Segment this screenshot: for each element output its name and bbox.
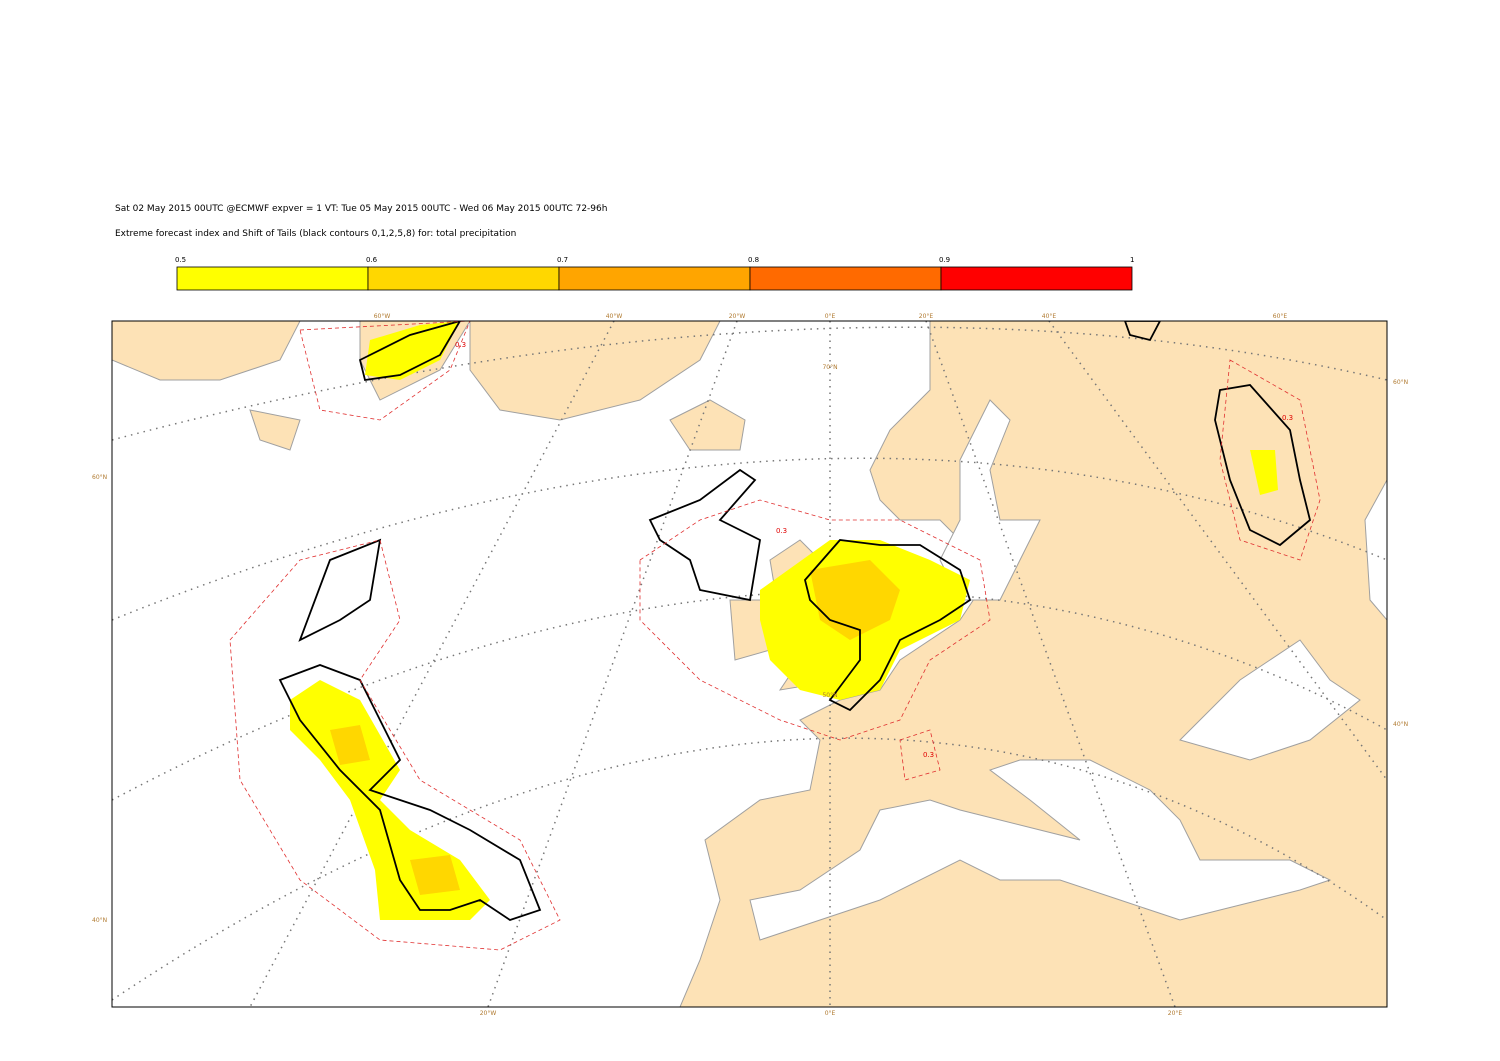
contour-label: 0.3 [455, 341, 466, 349]
coordinate-label: 60°W [374, 313, 391, 320]
latitude-label: 50°N [822, 692, 837, 699]
coordinate-label: 40°N [1393, 721, 1408, 728]
baltic-sea [939, 399, 1041, 601]
colorbar-tick-label: 1 [1130, 256, 1134, 264]
subtitle: Extreme forecast index and Shift of Tail… [115, 229, 516, 239]
coordinate-label: 60°N [92, 474, 107, 481]
colorbar-tick-label: 0.9 [939, 256, 950, 264]
coordinate-label: 0°E [825, 313, 836, 320]
coordinate-label: 0°E [825, 1010, 836, 1017]
greenland [469, 321, 721, 421]
coordinate-label: 20°E [1168, 1010, 1183, 1017]
land [679, 321, 1387, 1007]
contour-label: 0.3 [776, 527, 787, 535]
map-labels: 60°W 40°W 20°W 0°E 20°E 40°E 60°E 60°N 40°N 60°N 4… [92, 313, 1408, 1017]
canada [112, 321, 301, 381]
latitude-label: 70°N [822, 364, 837, 371]
island [249, 409, 301, 451]
colorbar: 0.5 0.6 0.7 0.8 0.9 1 [175, 256, 1134, 291]
black-sea [1179, 639, 1361, 761]
efi-area [330, 725, 460, 895]
coordinate-label: 60°N [1393, 379, 1408, 386]
contour-label: 0.3 [923, 751, 934, 759]
map: 70°N 50°N 0.3 0.3 0.3 0.3 [112, 321, 1387, 1007]
coordinate-label: 40°N [92, 917, 107, 924]
coordinate-label: 20°W [480, 1010, 497, 1017]
colorbar-segment [940, 266, 1133, 291]
efi-area [365, 321, 460, 380]
graticule [112, 321, 1387, 1007]
coordinate-label: 40°E [1042, 313, 1057, 320]
sot-contour [278, 321, 1312, 921]
colorbar-tick-label: 0.7 [557, 256, 568, 264]
caspian-sea [1364, 479, 1387, 621]
coordinate-label: 60°E [1273, 313, 1288, 320]
coordinate-label: 20°E [919, 313, 934, 320]
map-frame [111, 320, 1388, 1008]
coordinate-label: 20°W [729, 313, 746, 320]
colorbar-segment [176, 266, 369, 291]
colorbar-tick-label: 0.8 [748, 256, 759, 264]
efi-area [290, 680, 490, 920]
efi-area [1250, 450, 1278, 495]
colorbar-segment [558, 266, 751, 291]
colorbar-tick-label: 0.6 [366, 256, 378, 264]
sot-contour [229, 321, 1321, 951]
colorbar-segment [367, 266, 560, 291]
coordinate-label: 40°W [606, 313, 623, 320]
colorbar-tick-label: 0.5 [175, 256, 186, 264]
title: Sat 02 May 2015 00UTC @ECMWF expver = 1 … [115, 204, 607, 214]
colorbar-segment [749, 266, 942, 291]
mediterranean [749, 759, 1332, 941]
contour-label: 0.3 [1282, 414, 1293, 422]
iceland [669, 399, 746, 451]
